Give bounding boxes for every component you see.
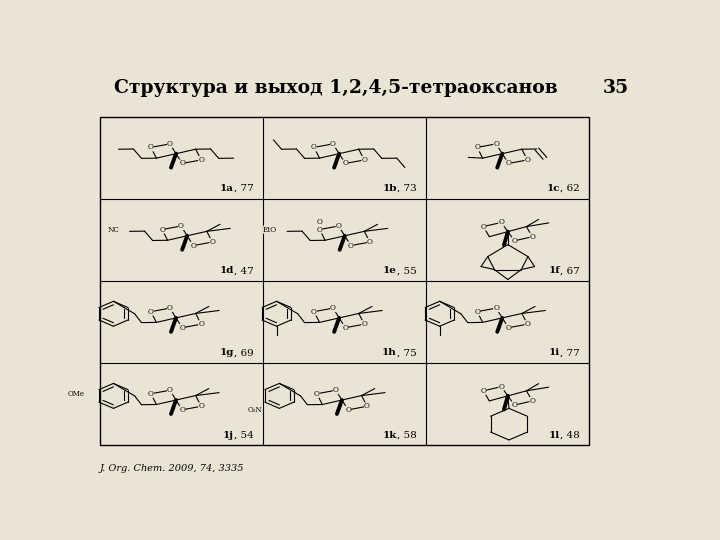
- Text: O: O: [210, 238, 215, 246]
- Text: O: O: [498, 383, 504, 391]
- Text: 1d: 1d: [220, 266, 234, 275]
- Text: O: O: [314, 390, 320, 398]
- Text: , 48: , 48: [560, 430, 580, 440]
- Text: O: O: [529, 397, 535, 405]
- Text: , 67: , 67: [560, 266, 580, 275]
- Text: O: O: [343, 159, 348, 167]
- Text: OMe: OMe: [68, 390, 85, 398]
- Text: O: O: [474, 308, 480, 316]
- Text: , 55: , 55: [397, 266, 417, 275]
- Text: O: O: [317, 226, 323, 233]
- Text: O: O: [179, 406, 185, 414]
- Text: O: O: [336, 222, 341, 230]
- Text: O: O: [498, 219, 504, 226]
- Text: O: O: [511, 237, 518, 245]
- Text: O: O: [361, 156, 367, 164]
- Text: O: O: [529, 233, 535, 241]
- Text: NC: NC: [108, 226, 120, 234]
- Text: 1h: 1h: [382, 348, 397, 357]
- Text: 1c: 1c: [546, 184, 560, 193]
- Text: J. Org. Chem. 2009, 74, 3335: J. Org. Chem. 2009, 74, 3335: [100, 464, 245, 474]
- Text: O: O: [333, 386, 338, 394]
- Text: O: O: [317, 218, 323, 226]
- Text: O: O: [505, 323, 511, 332]
- Text: , 73: , 73: [397, 184, 417, 193]
- Text: O: O: [524, 156, 531, 164]
- Text: O: O: [480, 222, 486, 231]
- Text: 1e: 1e: [383, 266, 397, 275]
- Text: , 77: , 77: [234, 184, 253, 193]
- Text: O: O: [493, 140, 499, 148]
- Text: O: O: [167, 304, 173, 312]
- Text: , 47: , 47: [234, 266, 253, 275]
- Text: O: O: [198, 156, 204, 164]
- Text: O: O: [179, 159, 185, 167]
- Text: 1k: 1k: [382, 430, 397, 440]
- Text: O: O: [493, 304, 499, 312]
- Text: O: O: [367, 238, 373, 246]
- Text: 1j: 1j: [222, 430, 234, 440]
- Text: O: O: [505, 159, 511, 167]
- Text: 1l: 1l: [549, 430, 560, 440]
- Text: O: O: [178, 222, 184, 230]
- Text: , 69: , 69: [234, 348, 253, 357]
- Text: O: O: [474, 144, 480, 151]
- Text: O: O: [179, 323, 185, 332]
- Text: O: O: [148, 308, 154, 316]
- Text: O: O: [311, 144, 317, 151]
- Text: O: O: [148, 390, 154, 398]
- Text: , 54: , 54: [234, 430, 253, 440]
- Text: O: O: [480, 387, 486, 395]
- Text: O: O: [330, 304, 336, 312]
- Text: , 58: , 58: [397, 430, 417, 440]
- Text: O: O: [343, 323, 348, 332]
- Text: 1f: 1f: [549, 266, 560, 275]
- Text: O: O: [148, 144, 154, 151]
- Text: 1g: 1g: [220, 348, 234, 357]
- Text: Структура и выход 1,2,4,5-тетраоксанов: Структура и выход 1,2,4,5-тетраоксанов: [114, 79, 557, 97]
- Text: O: O: [198, 402, 204, 410]
- Text: , 62: , 62: [560, 184, 580, 193]
- Text: 1i: 1i: [549, 348, 560, 357]
- Text: 1b: 1b: [382, 184, 397, 193]
- Text: O: O: [311, 308, 317, 316]
- Bar: [100, 117, 590, 446]
- Text: O: O: [159, 226, 165, 233]
- Text: O: O: [364, 402, 370, 410]
- Text: , 77: , 77: [560, 348, 580, 357]
- Text: O: O: [511, 401, 518, 409]
- Text: O: O: [167, 140, 173, 148]
- Text: O: O: [190, 241, 197, 249]
- Text: O: O: [198, 320, 204, 328]
- Text: , 75: , 75: [397, 348, 417, 357]
- Text: 35: 35: [603, 79, 629, 97]
- Text: 1a: 1a: [220, 184, 234, 193]
- Text: O₂N: O₂N: [248, 407, 263, 414]
- Text: O: O: [361, 320, 367, 328]
- Text: O: O: [524, 320, 531, 328]
- Text: O: O: [330, 140, 336, 148]
- Text: O: O: [167, 386, 173, 394]
- Text: EtO: EtO: [263, 226, 277, 234]
- Text: O: O: [345, 406, 351, 414]
- Text: O: O: [348, 241, 354, 249]
